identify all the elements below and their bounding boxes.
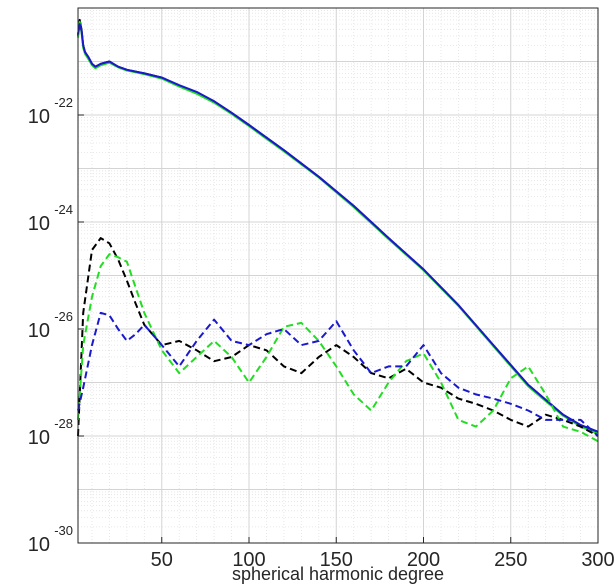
y-tick-label: 10: [28, 213, 50, 235]
series-line-solid: [77, 23, 599, 433]
y-tick-label: 10: [28, 534, 50, 556]
x-tick-label: 250: [494, 549, 527, 571]
series-layer: [77, 18, 599, 443]
series-line-solid: [77, 18, 599, 433]
x-axis-ticks: 50 100 150 200 250 300: [151, 537, 615, 571]
x-tick-label: 100: [232, 549, 265, 571]
x-tick-label: 200: [407, 549, 440, 571]
plot-frame: [77, 7, 599, 544]
x-tick-label: 300: [581, 549, 614, 571]
x-tick-label: 50: [151, 549, 173, 571]
y-tick-label: 10: [28, 427, 50, 449]
grid-lines: [78, 7, 599, 544]
y-tick-exponent: -24: [54, 202, 73, 217]
y-tick-exponent: -30: [54, 523, 73, 538]
x-tick-label: 150: [320, 549, 353, 571]
y-tick-exponent: -22: [54, 95, 73, 110]
series-line-dashed: [77, 237, 599, 437]
y-axis-ticks: -22 10 -24 10 -26 10 -28 10 -30 10: [28, 95, 84, 556]
y-tick-exponent: -26: [54, 309, 73, 324]
x-axis-label: spherical harmonic degree: [232, 564, 444, 584]
series-line-solid: [77, 20, 599, 435]
y-tick-exponent: -28: [54, 416, 73, 431]
y-tick-label: 10: [28, 106, 50, 128]
series-line-dashed: [77, 253, 599, 443]
y-tick-label: 10: [28, 320, 50, 342]
series-line-dashed: [77, 311, 599, 437]
